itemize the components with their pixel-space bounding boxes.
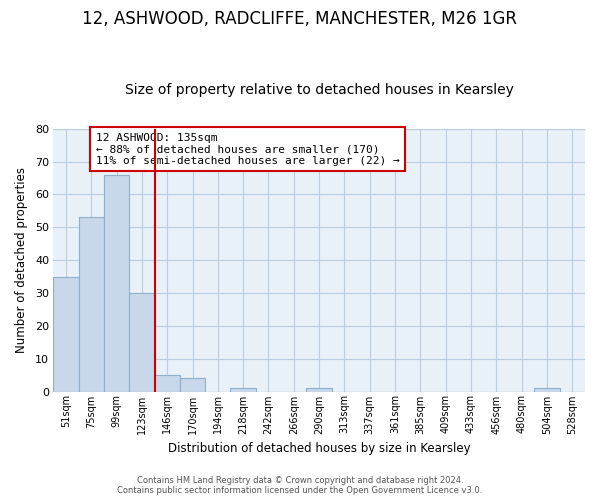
Text: Contains HM Land Registry data © Crown copyright and database right 2024.
Contai: Contains HM Land Registry data © Crown c… — [118, 476, 482, 495]
X-axis label: Distribution of detached houses by size in Kearsley: Distribution of detached houses by size … — [168, 442, 470, 455]
Y-axis label: Number of detached properties: Number of detached properties — [15, 167, 28, 353]
Bar — [53, 276, 79, 392]
Text: 12 ASHWOOD: 135sqm
← 88% of detached houses are smaller (170)
11% of semi-detach: 12 ASHWOOD: 135sqm ← 88% of detached hou… — [96, 132, 400, 166]
Bar — [180, 378, 205, 392]
Title: Size of property relative to detached houses in Kearsley: Size of property relative to detached ho… — [125, 83, 514, 97]
Bar — [230, 388, 256, 392]
Bar — [535, 388, 560, 392]
Bar — [307, 388, 332, 392]
Bar — [79, 218, 104, 392]
Text: 12, ASHWOOD, RADCLIFFE, MANCHESTER, M26 1GR: 12, ASHWOOD, RADCLIFFE, MANCHESTER, M26 … — [83, 10, 517, 28]
Bar — [129, 293, 155, 392]
Bar — [155, 375, 180, 392]
Bar — [104, 174, 129, 392]
